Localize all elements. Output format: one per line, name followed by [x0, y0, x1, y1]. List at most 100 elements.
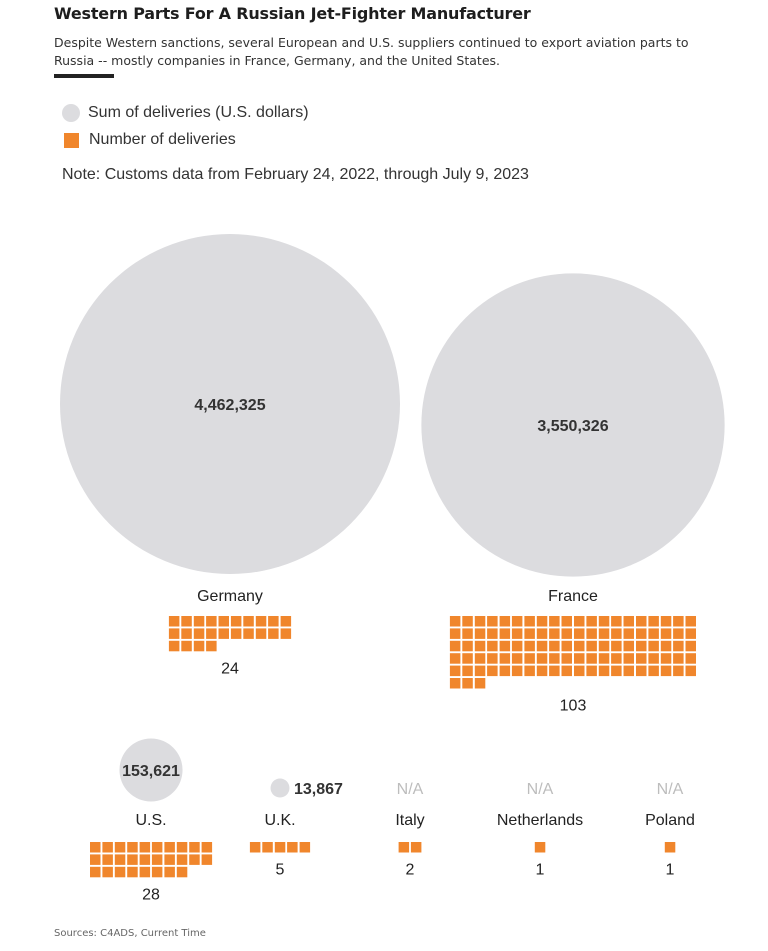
- delivery-square-france: [511, 653, 523, 664]
- delivery-square-france: [536, 640, 548, 652]
- delivery-square-france: [474, 678, 486, 689]
- delivery-square-u-s: [90, 854, 101, 865]
- delivery-square-france: [499, 665, 511, 677]
- delivery-square-france: [636, 653, 647, 664]
- delivery-square-france: [598, 665, 610, 677]
- delivery-square-france: [549, 665, 560, 677]
- delivery-square-france: [685, 640, 696, 652]
- delivery-square-france: [611, 653, 622, 664]
- delivery-square-france: [549, 640, 560, 652]
- delivery-square-u-s: [114, 866, 126, 878]
- delivery-square-germany: [168, 628, 180, 639]
- delivery-square-france: [561, 616, 572, 627]
- country-label-poland: Poland: [645, 812, 695, 829]
- delivery-square-france: [524, 628, 535, 639]
- delivery-square-u-s: [90, 842, 101, 853]
- delivery-square-france: [449, 678, 461, 689]
- delivery-square-netherlands: [534, 842, 546, 853]
- bubble-u-k: [270, 778, 290, 798]
- delivery-square-u-k: [262, 842, 273, 853]
- delivery-square-france: [685, 653, 696, 664]
- delivery-square-france: [449, 653, 461, 664]
- delivery-square-france: [561, 665, 572, 677]
- delivery-square-germany: [218, 616, 229, 627]
- delivery-square-germany: [181, 628, 192, 639]
- delivery-square-france: [636, 628, 647, 639]
- delivery-square-france: [511, 665, 523, 677]
- delivery-square-u-s: [127, 842, 138, 853]
- delivery-square-france: [561, 653, 572, 664]
- delivery-square-france: [561, 640, 572, 652]
- delivery-square-france: [574, 616, 585, 627]
- delivery-square-france: [648, 665, 659, 677]
- delivery-square-poland: [664, 842, 676, 853]
- count-label-italy: 2: [406, 862, 415, 879]
- delivery-square-u-s: [164, 842, 175, 853]
- delivery-square-france: [636, 616, 647, 627]
- bubble-value-france: 3,550,326: [537, 418, 608, 435]
- delivery-square-france: [636, 640, 647, 652]
- delivery-square-france: [536, 628, 548, 639]
- delivery-square-u-s: [201, 854, 213, 865]
- legend-square-icon: [64, 132, 79, 148]
- delivery-square-france: [536, 616, 548, 627]
- delivery-square-u-s: [164, 854, 175, 865]
- delivery-square-u-s: [176, 854, 188, 865]
- delivery-square-france: [487, 628, 498, 639]
- delivery-square-u-s: [127, 854, 138, 865]
- delivery-square-france: [449, 628, 461, 639]
- legend-circle-icon: [62, 104, 80, 122]
- delivery-square-france: [462, 628, 473, 639]
- delivery-square-germany: [193, 628, 205, 639]
- delivery-square-france: [449, 616, 461, 627]
- delivery-square-france: [660, 665, 672, 677]
- delivery-square-france: [536, 653, 548, 664]
- delivery-square-france: [611, 616, 622, 627]
- delivery-square-germany: [243, 628, 254, 639]
- country-label-france: France: [548, 588, 598, 605]
- delivery-square-france: [685, 616, 696, 627]
- delivery-square-france: [487, 640, 498, 652]
- delivery-square-france: [611, 640, 622, 652]
- legend-item-sum: Sum of deliveries (U.S. dollars): [62, 104, 309, 122]
- delivery-square-france: [673, 616, 684, 627]
- delivery-square-france: [574, 628, 585, 639]
- delivery-square-france: [499, 616, 511, 627]
- delivery-square-france: [511, 628, 523, 639]
- delivery-square-france: [474, 628, 486, 639]
- delivery-square-france: [574, 653, 585, 664]
- delivery-square-germany: [268, 616, 279, 627]
- delivery-square-france: [586, 616, 597, 627]
- delivery-square-france: [623, 616, 634, 627]
- delivery-square-germany: [181, 616, 192, 627]
- delivery-square-u-k: [249, 842, 261, 853]
- delivery-square-france: [660, 616, 672, 627]
- delivery-square-france: [549, 628, 560, 639]
- delivery-square-france: [474, 616, 486, 627]
- delivery-square-germany: [206, 616, 217, 627]
- delivery-square-france: [660, 653, 672, 664]
- sources-note: Sources: C4ADS, Current Time: [54, 928, 206, 939]
- delivery-square-germany: [280, 628, 292, 639]
- bubble-value-germany: 4,462,325: [194, 397, 265, 414]
- delivery-square-italy: [398, 842, 410, 853]
- country-label-u-k: U.K.: [264, 812, 295, 829]
- delivery-square-france: [449, 665, 461, 677]
- count-label-netherlands: 1: [536, 862, 545, 879]
- delivery-square-france: [673, 653, 684, 664]
- delivery-square-france: [660, 628, 672, 639]
- delivery-square-france: [648, 640, 659, 652]
- legend-item-count: Number of deliveries: [62, 131, 236, 149]
- delivery-square-u-k: [287, 842, 298, 853]
- delivery-square-germany: [206, 628, 217, 639]
- delivery-square-germany: [168, 640, 180, 652]
- legend-label-count: Number of deliveries: [89, 131, 236, 148]
- chart-note: Note: Customs data from February 24, 202…: [62, 166, 529, 183]
- bubble-value-u-s: 153,621: [122, 763, 180, 780]
- country-label-italy: Italy: [395, 812, 424, 829]
- legend-label-sum: Sum of deliveries (U.S. dollars): [88, 104, 309, 121]
- delivery-square-france: [611, 628, 622, 639]
- delivery-square-france: [623, 628, 634, 639]
- delivery-square-u-s: [90, 866, 101, 878]
